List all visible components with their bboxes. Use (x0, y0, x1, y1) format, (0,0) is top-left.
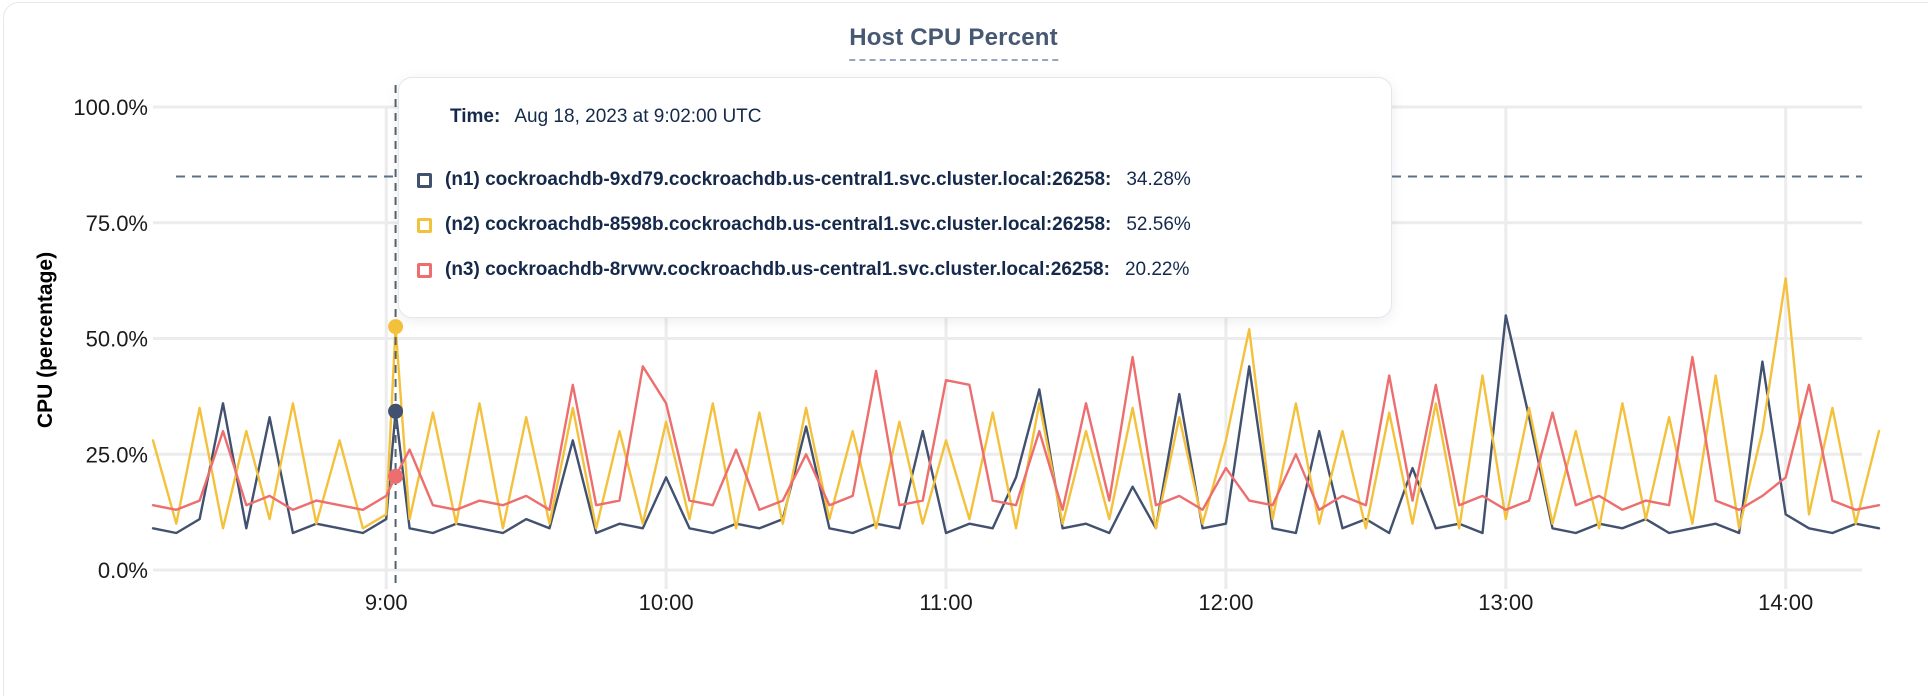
x-axis-tick-label: 11:00 (919, 590, 972, 615)
hover-marker-dot-n1 (388, 403, 404, 419)
tooltip-series-row: (n3) cockroachdb-8rvwv.cockroachdb.us-ce… (417, 258, 1371, 282)
series-n1-swatch-icon (417, 172, 432, 188)
hover-marker-dot-n2 (388, 319, 404, 335)
series-n1-host: (n1) cockroachdb-9xd79.cockroachdb.us-ce… (445, 169, 1112, 190)
y-axis-tick-label: 0.0% (98, 558, 148, 583)
series-n3-swatch-icon (417, 262, 432, 278)
hover-marker-dot-n3 (388, 468, 404, 484)
x-axis-tick-label: 13:00 (1478, 590, 1533, 615)
tooltip-time-value: Aug 18, 2023 at 9:02:00 UTC (514, 106, 762, 127)
y-axis-title: CPU (percentage) (34, 252, 57, 428)
x-axis-tick-label: 14:00 (1758, 590, 1813, 615)
tooltip-time-row: Time: Aug 18, 2023 at 9:02:00 UTC (450, 106, 1371, 128)
y-axis-tick-label: 25.0% (86, 442, 148, 467)
series-n1-value: 34.28% (1126, 169, 1191, 190)
tooltip-time-label: Time: (450, 106, 501, 127)
tooltip-series-row: (n1) cockroachdb-9xd79.cockroachdb.us-ce… (417, 168, 1371, 192)
series-line-n2 (151, 277, 1881, 530)
x-axis-tick-label: 12:00 (1198, 590, 1253, 615)
series-n3-value: 20.22% (1124, 259, 1190, 280)
y-axis-tick-label: 75.0% (86, 211, 148, 236)
series-line-n1 (151, 314, 1881, 535)
series-line-n3 (151, 355, 1881, 511)
chart-header: Host CPU Percent (849, 24, 1058, 61)
y-axis-tick-label: 100.0% (73, 95, 148, 120)
chart-title[interactable]: Host CPU Percent (849, 24, 1058, 61)
tooltip-series-row: (n2) cockroachdb-8598b.cockroachdb.us-ce… (417, 213, 1371, 237)
x-axis-tick-label: 10:00 (639, 590, 694, 615)
hover-tooltip: Time: Aug 18, 2023 at 9:02:00 UTC (n1) co… (398, 77, 1392, 318)
series-n2-value: 52.56% (1126, 214, 1191, 235)
series-n2-host: (n2) cockroachdb-8598b.cockroachdb.us-ce… (445, 214, 1112, 235)
x-axis-tick-label: 9:00 (365, 590, 408, 615)
series-n3-host: (n3) cockroachdb-8rvwv.cockroachdb.us-ce… (445, 259, 1110, 280)
series-n2-swatch-icon (417, 217, 432, 233)
y-axis-tick-label: 50.0% (86, 327, 148, 352)
